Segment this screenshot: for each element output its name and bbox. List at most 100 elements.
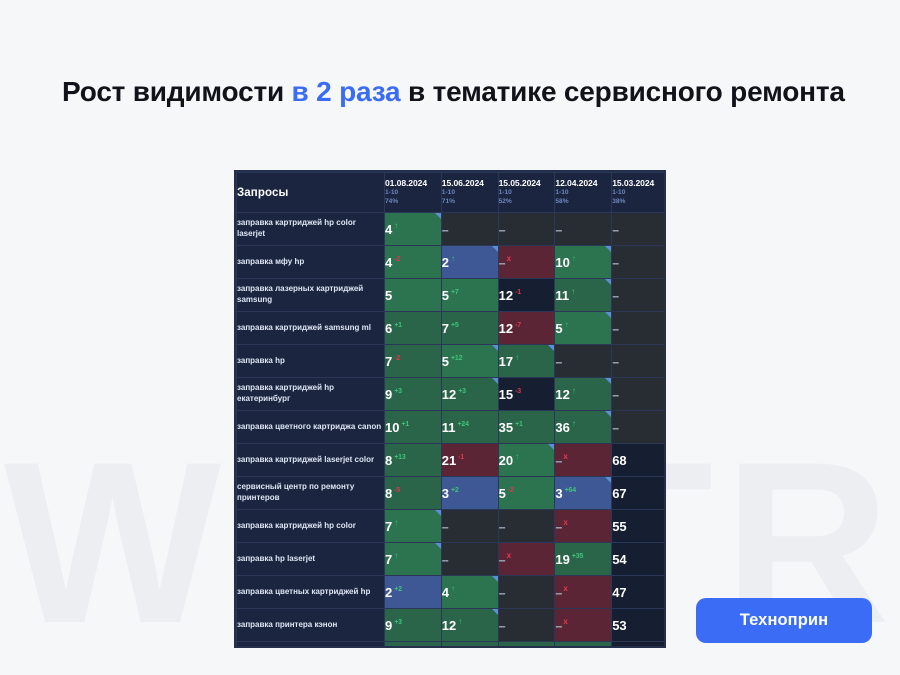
position-cell[interactable]: -- x — [554, 575, 613, 609]
position-cell[interactable]: 4 ↑ — [384, 212, 442, 246]
position-delta: x — [563, 452, 568, 462]
table-row[interactable]: заправка лазерных картриджей samsung 5 5 +7… — [236, 278, 664, 312]
table-row[interactable]: заправка картриджей samsung ml 6 +1 7 +5 12 -7… — [236, 311, 664, 345]
position-cell[interactable]: 68 — [611, 443, 664, 477]
position-cell[interactable]: 6 +1 — [384, 311, 442, 345]
table-row[interactable]: заправка принтера кэнон 9 +3 12 ↑ -- -- x 53 — [236, 608, 664, 642]
position-cell[interactable]: 67 — [611, 476, 664, 510]
table-row[interactable]: заправка картриджей laserjet color 8 +13 21… — [236, 443, 664, 477]
position-cell[interactable]: -- — [611, 278, 664, 312]
position-cell[interactable]: -- — [611, 245, 664, 279]
position-cell[interactable]: 3 +64 — [554, 476, 613, 510]
position-cell[interactable]: -- — [611, 212, 664, 246]
position-cell[interactable]: -- x — [554, 443, 613, 477]
position-cell[interactable]: 4 -2 — [384, 245, 442, 279]
position-cell[interactable]: 5 +7 — [440, 278, 499, 312]
column-header-date[interactable]: 15.05.2024 1-10 52% — [497, 172, 556, 213]
position-cell[interactable]: 9+10 — [440, 641, 499, 646]
position-cell[interactable]: -- — [440, 509, 499, 543]
position-cell[interactable]: 8 -5 — [384, 476, 442, 510]
position-cell[interactable]: 11 ↑ — [554, 278, 613, 312]
position-cell[interactable]: 12 -7 — [497, 311, 556, 345]
table-row[interactable]: сервисный центр по ремонту принтеров 8 -5 3… — [236, 476, 664, 510]
position-cell[interactable]: 4 ↑ — [440, 575, 499, 609]
position-cell[interactable]: 5 -2 — [497, 476, 556, 510]
brand-button[interactable]: Техноприн — [696, 598, 872, 643]
position-cell[interactable]: -- x — [497, 542, 556, 576]
table-row[interactable]: заправка цветного картриджа canon 10 +1 11 +… — [236, 410, 664, 444]
position-cell[interactable]: 5 +12 — [440, 344, 499, 378]
position-cell[interactable]: 7 +5 — [440, 311, 499, 345]
position-cell[interactable]: 17 ↑ — [497, 344, 556, 378]
position-value: 5 — [498, 486, 506, 502]
position-cell[interactable]: -- x — [554, 608, 613, 642]
position-cell[interactable]: 35 +1 — [497, 410, 556, 444]
position-cell[interactable]: -- — [611, 311, 664, 345]
position-cell[interactable]: 25+10 — [554, 641, 613, 646]
position-cell[interactable]: 54 — [611, 542, 664, 576]
position-cell[interactable]: -- — [611, 410, 664, 444]
position-cell[interactable]: 2 +2 — [384, 575, 442, 609]
position-value: -- — [612, 420, 619, 435]
column-header-date[interactable]: 01.08.2024 1-10 74% — [384, 172, 442, 213]
position-cell[interactable]: 53 — [611, 608, 664, 642]
position-cell[interactable]: -- x — [554, 509, 613, 543]
position-cell[interactable]: -- — [611, 344, 664, 378]
position-cell[interactable]: 7 ↑ — [384, 509, 442, 543]
position-cell[interactable]: 19 +35 — [554, 542, 613, 576]
position-cell[interactable]: -- — [611, 377, 664, 411]
position-cell[interactable]: 12 -1 — [497, 278, 556, 312]
position-cell[interactable]: 11 +24 — [440, 410, 499, 444]
position-cell[interactable]: 47 — [611, 575, 664, 609]
position-cell[interactable]: 55 — [611, 509, 664, 543]
column-header-date[interactable]: 12.04.2024 1-10 58% — [554, 172, 613, 213]
table-row[interactable]: заправка цветных картриджей hp 2 +2 4 ↑ -- -- x… — [236, 575, 664, 609]
position-cell[interactable]: 36 ↑ — [554, 410, 613, 444]
position-cell[interactable]: 12 ↑ — [440, 608, 499, 642]
position-cell[interactable]: 9 +3 — [384, 608, 442, 642]
position-cell[interactable]: 10 ↑ — [554, 245, 613, 279]
position-cell[interactable]: -- — [497, 212, 556, 246]
position-cell[interactable]: 5 — [384, 278, 442, 312]
position-cell[interactable]: 19+6 — [497, 641, 556, 646]
position-cell[interactable]: -- — [497, 509, 556, 543]
column-header-date[interactable]: 15.06.2024 1-10 71% — [440, 172, 499, 213]
position-cell[interactable]: -- — [554, 344, 613, 378]
position-cell[interactable]: 12 ↑ — [554, 377, 613, 411]
position-value: 12 — [441, 387, 457, 403]
table-row[interactable]: заправка картриджей hp екатеринбург 9 +3 12… — [236, 377, 664, 411]
position-cell[interactable]: 15 -3 — [497, 377, 556, 411]
position-cell[interactable]: -- — [554, 212, 613, 246]
position-cell[interactable]: 7 -2 — [384, 344, 442, 378]
table-row[interactable]: заправка мфу hp 4 -2 2 ↑ -- x 10 ↑ -- — [236, 245, 664, 279]
table-row[interactable]: заправка картриджей hp color 7 ↑ -- -- -- x 55 — [236, 509, 664, 543]
table-body: заправка картриджей hp color laserjet 4 ↑ -… — [236, 212, 664, 646]
position-cell[interactable]: -- — [497, 575, 556, 609]
position-cell[interactable]: 5+4 — [384, 641, 442, 646]
table-row[interactable]: заправка картриджей hp color laserjet 4 ↑ -… — [236, 212, 664, 246]
table-row[interactable]: заправка hp 7 -2 5 +12 17 ↑ -- -- — [236, 344, 664, 378]
position-cell[interactable]: 12 +3 — [440, 377, 499, 411]
position-cell[interactable]: -- — [440, 542, 499, 576]
position-value: 11 — [441, 420, 456, 436]
column-header-date[interactable]: 15.03.2024 1-10 38% — [611, 172, 664, 213]
table-row[interactable]: заправка hp laserjet 7 ↑ -- -- x 19 +35 54 — [236, 542, 664, 576]
position-cell[interactable]: 7 ↑ — [384, 542, 442, 576]
position-value: 9 — [385, 618, 393, 634]
position-cell[interactable]: 3 +2 — [440, 476, 499, 510]
position-cell[interactable]: -- — [497, 608, 556, 642]
position-cell[interactable]: 21 -1 — [440, 443, 499, 477]
position-cell[interactable]: 20 ↑ — [497, 443, 556, 477]
position-cell[interactable]: -- x — [497, 245, 556, 279]
position-cell[interactable]: 8 +13 — [384, 443, 442, 477]
position-cell[interactable]: 2 ↑ — [440, 245, 499, 279]
position-value: -- — [498, 585, 506, 600]
column-range: 1-10 — [612, 188, 626, 196]
position-cell[interactable]: 5 ↑ — [554, 311, 613, 345]
position-cell[interactable]: 10 +1 — [384, 410, 442, 444]
position-cell[interactable]: -- — [440, 212, 499, 246]
position-cell[interactable]: 9 +3 — [384, 377, 442, 411]
table-row[interactable]: заправка картриджей принтера canon5+49+1… — [236, 641, 664, 646]
position-delta: ↑ — [451, 583, 455, 593]
position-cell[interactable]: 35 — [611, 641, 664, 646]
